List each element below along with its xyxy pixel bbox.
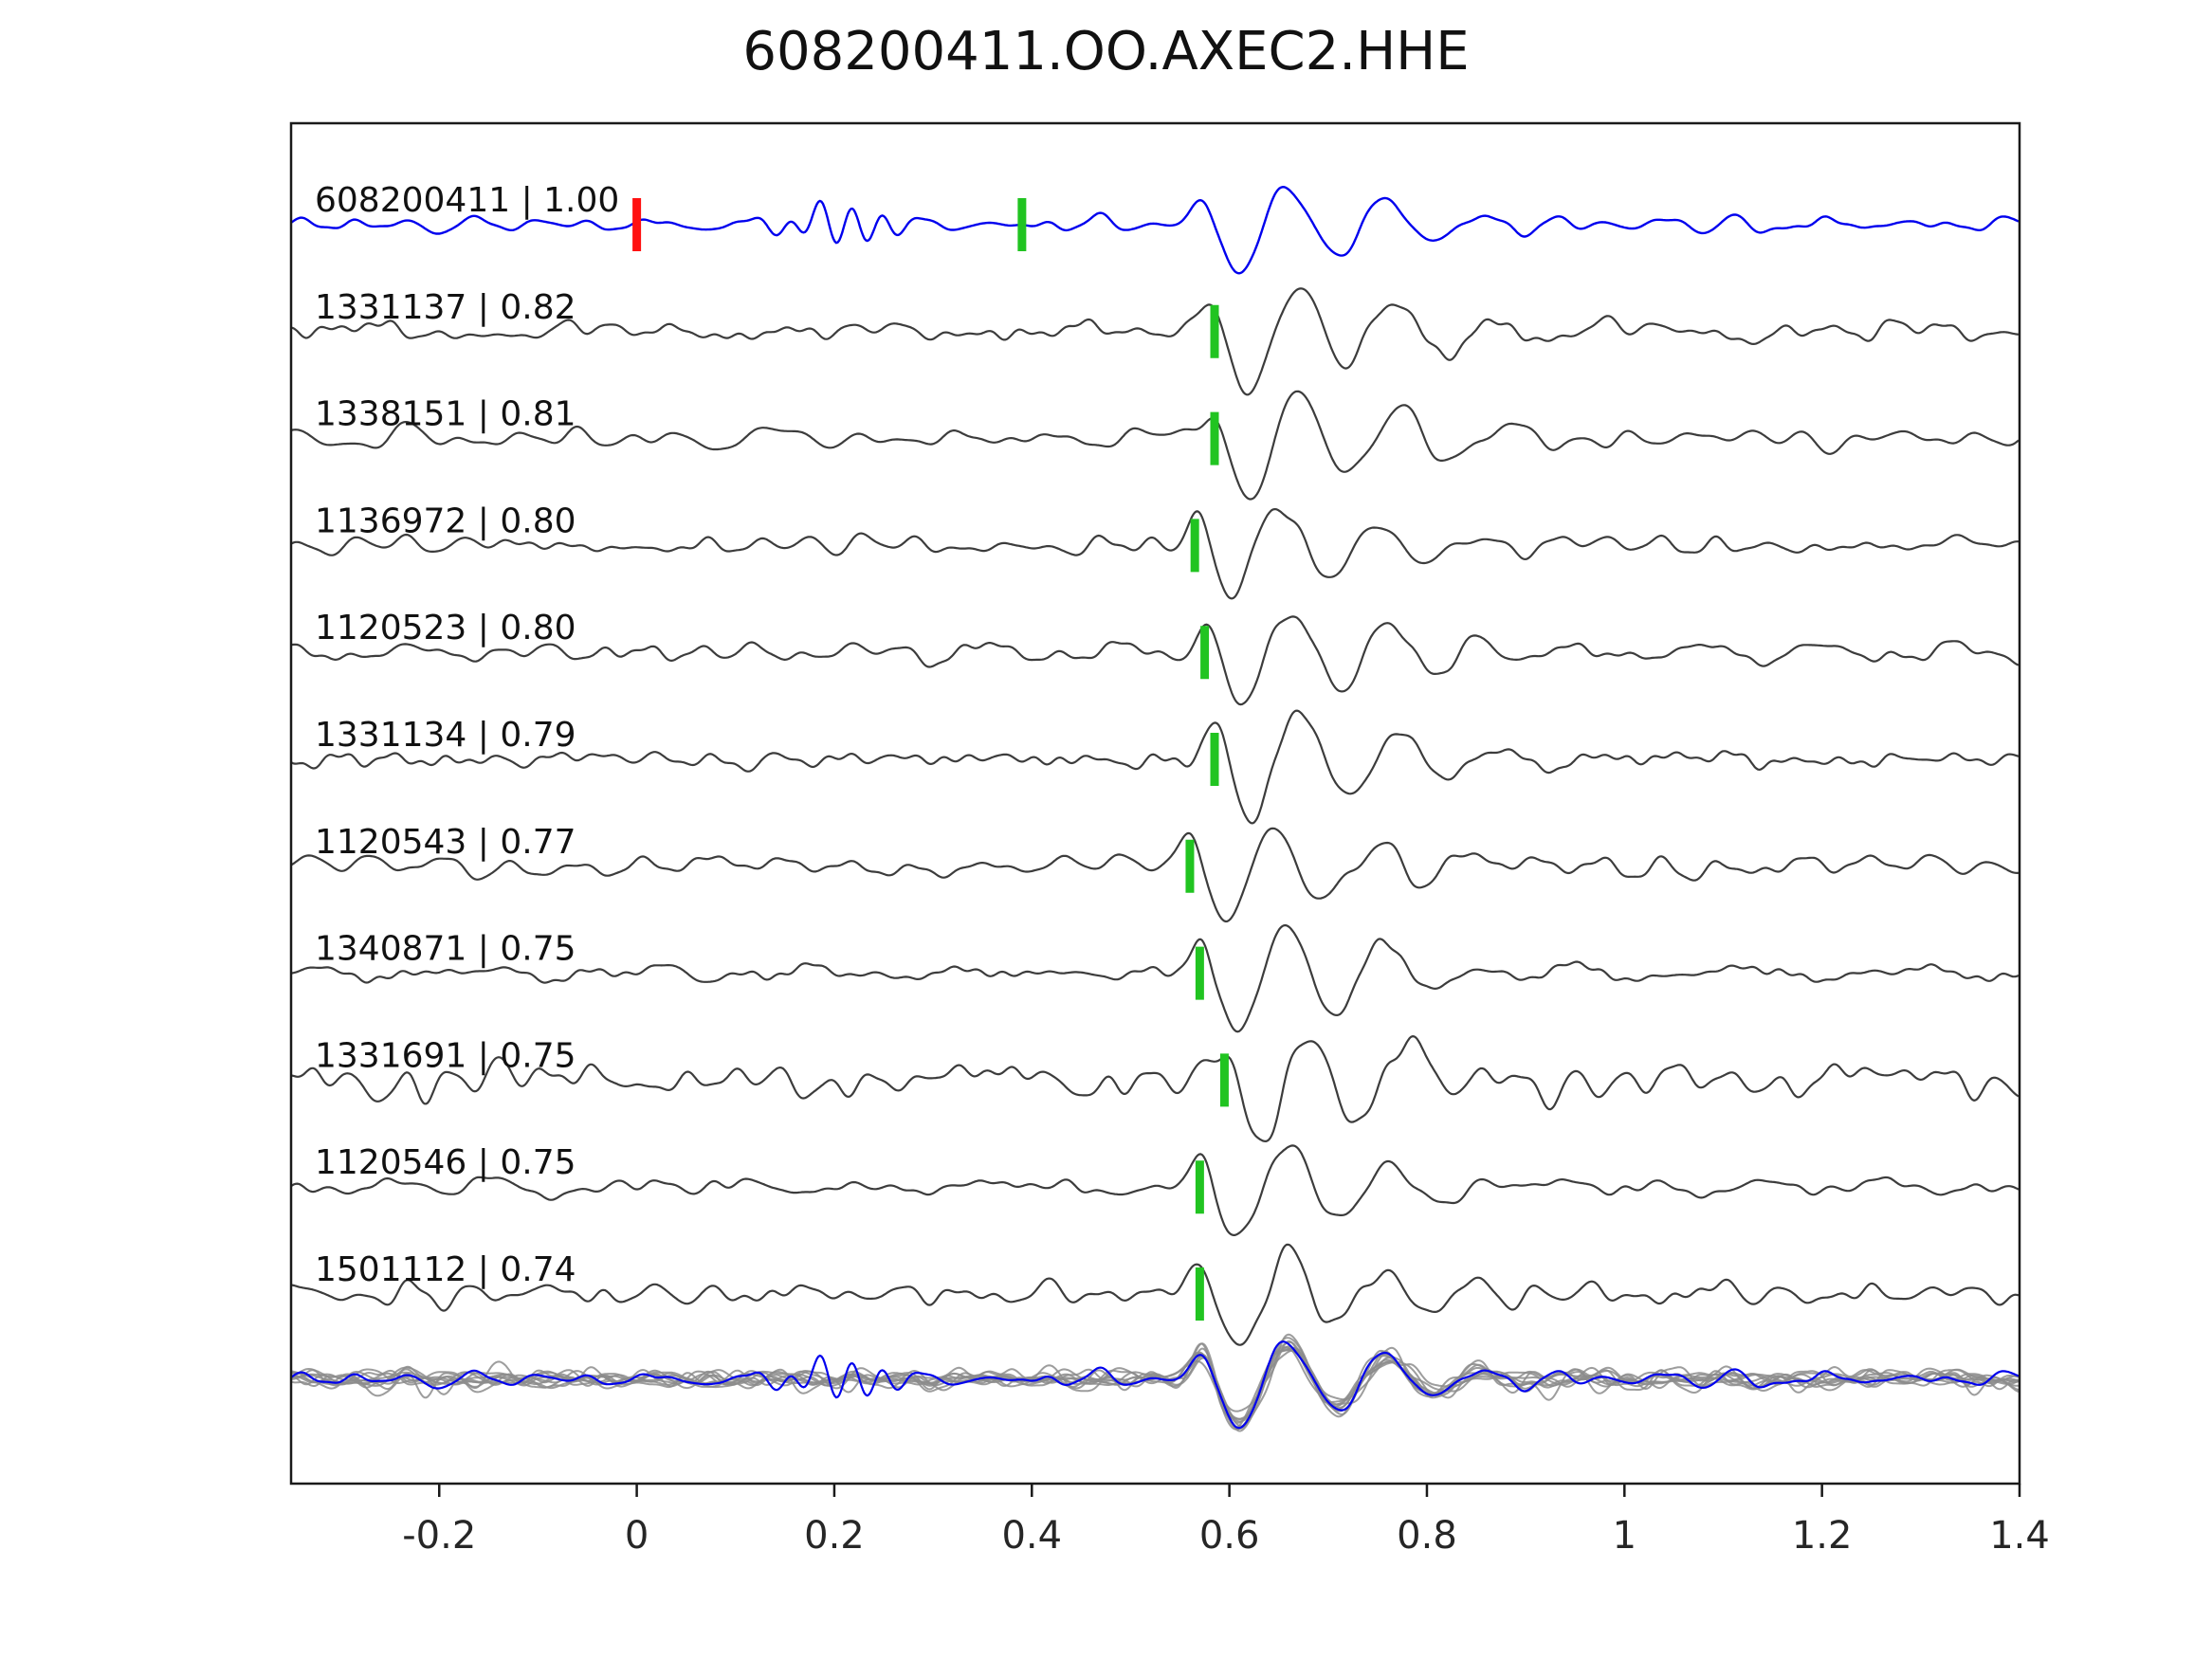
trace-label: 1136972 | 0.80 (315, 501, 576, 540)
overlay-trace (291, 1333, 2020, 1428)
trace-label: 1331691 | 0.75 (315, 1036, 576, 1075)
detection-trace (291, 1144, 2020, 1236)
x-axis-tick-label: 0.8 (1397, 1514, 1457, 1558)
trace-label: 1120543 | 0.77 (315, 823, 576, 862)
detection-trace (291, 1243, 2020, 1346)
plot-area: 608200411 | 1.00 1331137 | 0.82 1338151 | … (291, 181, 2020, 1432)
x-axis-tick-label: 1.4 (1989, 1514, 2050, 1558)
detection-trace (291, 827, 2020, 923)
detection-trace (291, 1034, 2020, 1143)
plot-border (289, 121, 2021, 1486)
trace-label: 608200411 | 1.00 (315, 181, 619, 220)
x-axis-tick-label: 0.2 (804, 1514, 865, 1558)
chart-title: 608200411.OO.AXEC2.HHE (742, 21, 1470, 82)
overlay-trace (291, 1337, 2020, 1432)
trace-label: 1331137 | 0.82 (315, 288, 576, 327)
overlay-template-trace (291, 1340, 2020, 1430)
trace-label: 1331134 | 0.79 (315, 716, 576, 755)
x-axis-tick-label: 0 (625, 1514, 649, 1558)
x-axis-tick-label: -0.2 (402, 1514, 476, 1558)
detection-trace (291, 390, 2020, 501)
x-axis-tick-label: 1 (1613, 1514, 1636, 1558)
trace-label: 1340871 | 0.75 (315, 930, 576, 969)
template-trace (291, 185, 2020, 275)
detection-trace (291, 287, 2020, 396)
trace-label: 1501112 | 0.74 (315, 1250, 576, 1289)
trace-label: 1120523 | 0.80 (315, 609, 576, 647)
x-axis-tick-label: 0.6 (1199, 1514, 1260, 1558)
detection-trace (291, 507, 2019, 600)
detection-trace (291, 923, 2020, 1033)
x-axis-tick-label: 0.4 (1001, 1514, 1062, 1558)
trace-label: 1120546 | 0.75 (315, 1143, 576, 1182)
trace-label: 1338151 | 0.81 (315, 395, 576, 434)
detection-trace (291, 709, 2020, 825)
detection-trace (291, 615, 2020, 706)
x-axis-tick-label: 1.2 (1792, 1514, 1853, 1558)
